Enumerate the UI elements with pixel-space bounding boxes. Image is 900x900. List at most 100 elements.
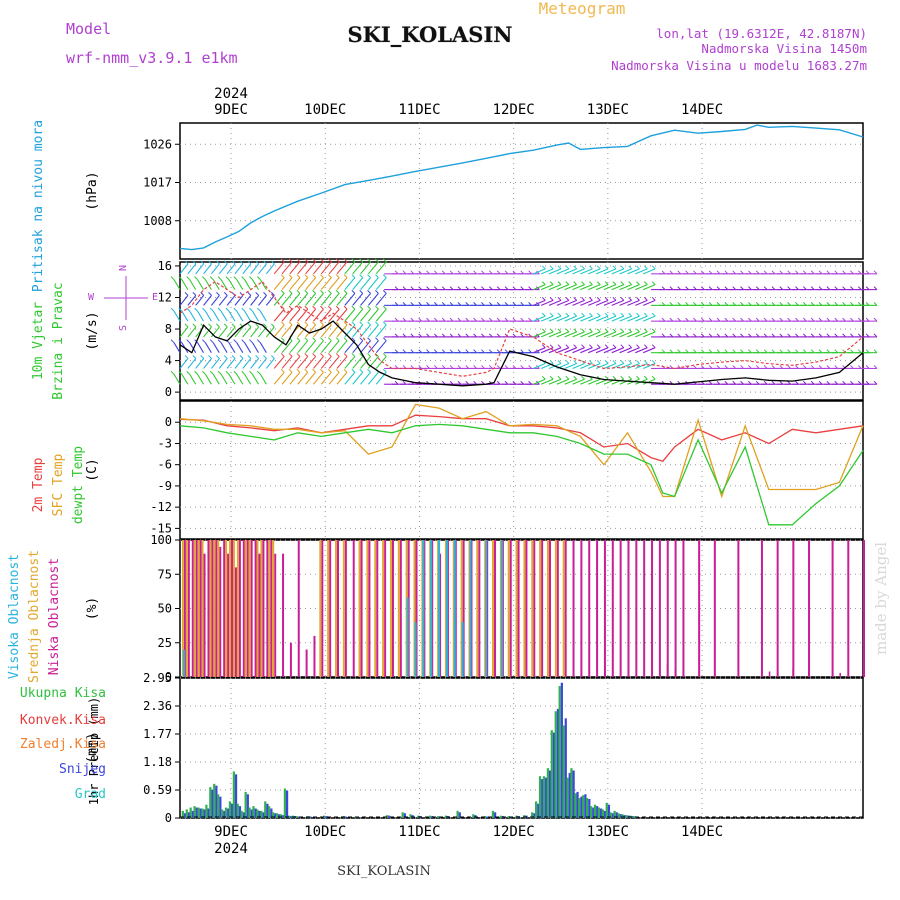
wind-barb (273, 356, 285, 369)
cloud-bar (358, 540, 361, 677)
wind-barb (548, 378, 562, 385)
wind-barb-tick (375, 321, 379, 326)
wind-barb-tick (280, 353, 285, 357)
wind-barb-tick (873, 333, 878, 338)
wind-barb-tick (367, 305, 371, 310)
wind-barb (611, 299, 624, 306)
wind-barb-tick (184, 355, 189, 359)
wind-ytick-label: 16 (158, 259, 172, 273)
wind-barbs-layer (170, 258, 878, 385)
precip-bar-snow (289, 816, 293, 818)
wind-barb-tick (589, 281, 593, 285)
wind-barb (540, 299, 554, 306)
wind-barb (360, 277, 371, 290)
wind-barb-tick (249, 276, 253, 280)
wind-barb-tick (304, 258, 309, 263)
wind-barb-tick (288, 353, 293, 357)
precip-bar-snow (533, 813, 536, 818)
wind-barb-tick (335, 321, 340, 326)
wind-barb-tick (628, 265, 632, 270)
wind-barb-tick (612, 344, 617, 349)
precip-bar-total (507, 816, 510, 818)
wind-barb (619, 299, 632, 306)
wind-barb (556, 315, 570, 322)
cloud-bar (539, 540, 542, 677)
wind-speed-line (179, 320, 864, 387)
cloud-bar (327, 540, 330, 677)
wind-barb-tick (327, 337, 332, 342)
wind-barb (281, 340, 293, 354)
cloud-bar-small (674, 668, 677, 677)
wind-barb-tick (209, 370, 214, 375)
cloud-bar (517, 540, 520, 677)
wind-barb-tick (651, 312, 656, 317)
precip-bar-total (252, 806, 255, 818)
wind-barb-tick (541, 297, 546, 301)
wind-barb (375, 293, 387, 306)
cloud-bar (217, 540, 220, 677)
wind-barb-tick (255, 355, 260, 359)
wind-barb (642, 268, 656, 275)
wind-barb-tick (589, 297, 593, 301)
wind-barb-tick (288, 258, 293, 263)
wind-barb (220, 342, 228, 353)
wind-barb (265, 326, 275, 338)
wind-barb (244, 373, 252, 385)
cloud-bar (572, 540, 575, 677)
wind-barb-tick (263, 292, 267, 296)
compass-s: S (118, 325, 129, 331)
precip-bar-total (531, 812, 534, 818)
precip-bar-snow (541, 779, 544, 818)
cloud-bar (305, 649, 308, 677)
wind-barb-tick (612, 265, 617, 270)
wind-barb (297, 308, 309, 322)
wind-barb-tick (208, 355, 212, 359)
wind-barb-tick (233, 307, 238, 312)
wind-barb (360, 371, 371, 385)
wind-barb-tick (643, 281, 648, 285)
cloud-bar (274, 553, 277, 677)
cloud-bar (554, 540, 557, 677)
wind-barb-tick (343, 353, 348, 357)
wind-barb (619, 378, 632, 385)
wind-barb-tick (170, 307, 175, 312)
wind-barb-tick (367, 368, 371, 373)
wind-barb-tick (335, 274, 340, 278)
wind-barb (611, 331, 624, 338)
temperature-ytick-label: -9 (158, 479, 172, 493)
precip-bar-snow (603, 810, 607, 818)
wind-barb-tick (643, 265, 648, 270)
meteogram-label: Meteogram (539, 0, 626, 18)
wind-barb (580, 268, 593, 275)
wind-barb (226, 295, 236, 306)
wind-barb-tick (335, 290, 340, 294)
wind-barb-tick (596, 281, 601, 285)
wind-barb (360, 261, 371, 275)
wind-barb (533, 315, 546, 322)
wind-barb-tick (249, 307, 253, 312)
wind-barb-tick (565, 360, 570, 364)
wind-barb (244, 279, 252, 290)
wind-barb (212, 373, 220, 385)
wind-barb (556, 347, 570, 354)
wind-barb (572, 331, 585, 338)
wind-barb (244, 342, 252, 353)
wind-barb (305, 340, 317, 354)
wind-barb (236, 279, 244, 290)
precip-bar-total (546, 768, 549, 818)
wind-barb-tick (873, 380, 878, 385)
cloud-bar (187, 540, 190, 677)
wind-barb (572, 268, 585, 275)
wind-barb (328, 308, 340, 322)
wind-barb-tick (596, 328, 601, 333)
precip-legend-item: Snijeg (59, 762, 106, 777)
precip-unit: (mm) (85, 732, 100, 763)
wind-barb-tick (351, 368, 356, 373)
wind-barb-tick (651, 297, 656, 301)
wind-barb (533, 331, 546, 338)
top-day-label: 9DEC (214, 102, 248, 118)
wind-barb (195, 358, 205, 369)
precip-bar-total (601, 809, 604, 818)
wind-barb-tick (581, 281, 585, 285)
wind-barb (236, 373, 244, 385)
